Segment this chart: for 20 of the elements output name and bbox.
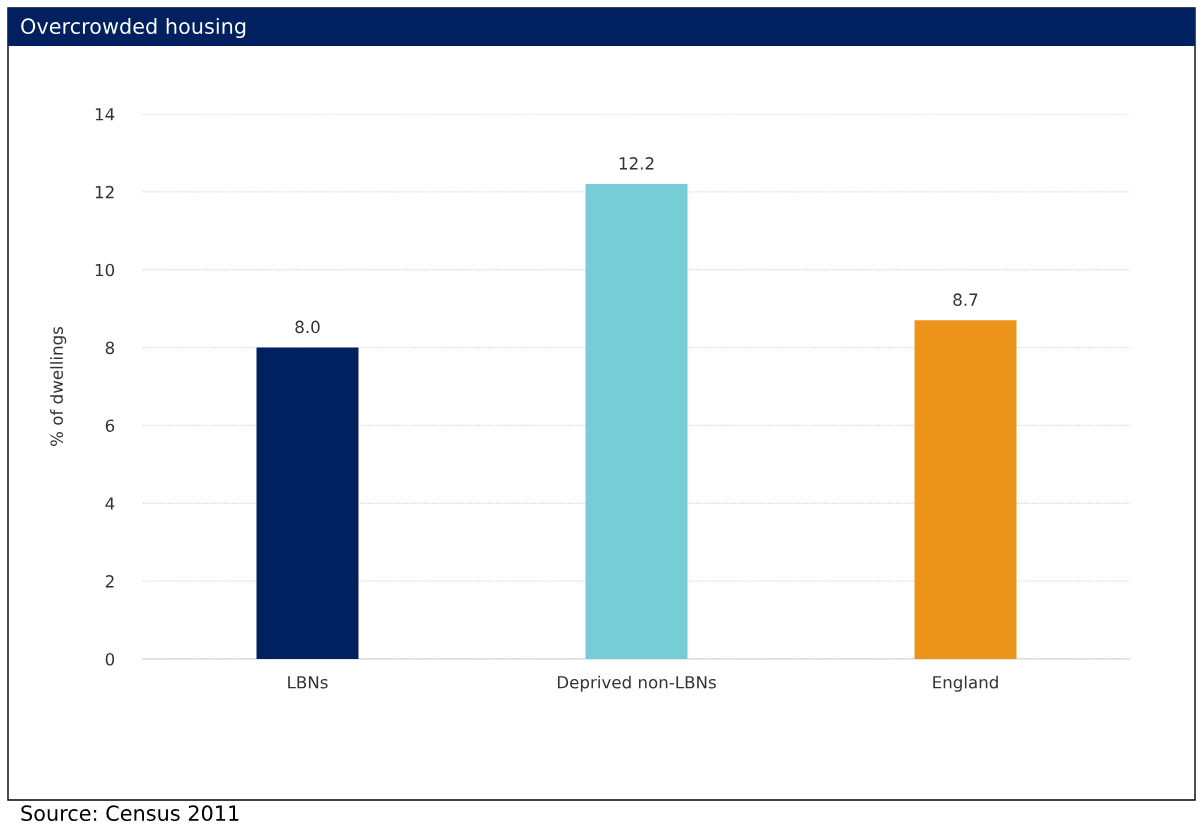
- bar: [256, 347, 359, 659]
- bar: [914, 320, 1017, 659]
- y-tick-label: 0: [105, 652, 115, 666]
- x-tick-label: LBNs: [288, 676, 328, 689]
- x-tick-label: Deprived non-LBNs: [557, 675, 716, 692]
- y-tick-label: 12: [95, 185, 114, 199]
- data-label: 12.2: [619, 157, 654, 170]
- y-tick-label: 2: [105, 575, 114, 588]
- y-tick-label: 6: [105, 419, 115, 432]
- bar: [585, 184, 688, 659]
- y-tick-label: 8: [105, 341, 115, 355]
- y-tick-label: 4: [105, 497, 115, 510]
- data-label: 8.7: [953, 293, 978, 306]
- source-note: Source: Census 2011: [21, 805, 239, 822]
- chart-title: Overcrowded housing: [21, 17, 246, 39]
- x-tick-label: England: [933, 675, 998, 692]
- y-tick-label: 14: [95, 108, 115, 121]
- y-tick-label: 10: [95, 263, 115, 277]
- y-axis-title: % of dwellings: [50, 326, 67, 446]
- data-label: 8.0: [295, 320, 320, 334]
